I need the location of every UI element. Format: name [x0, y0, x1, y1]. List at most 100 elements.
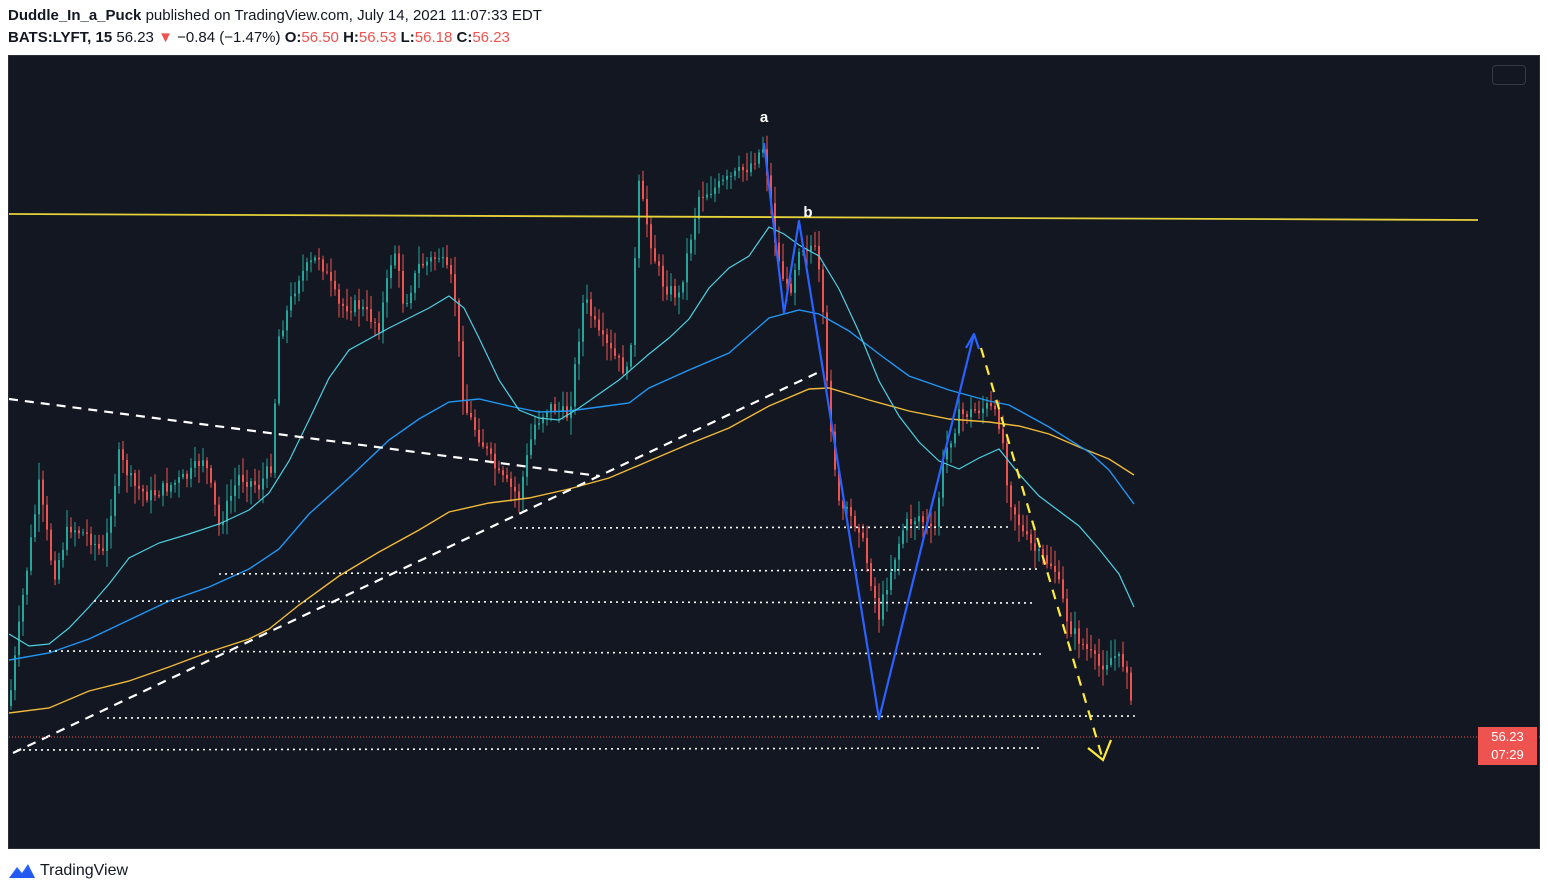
candle-body [186, 473, 188, 479]
candle-body [590, 299, 592, 316]
candle-body [906, 519, 908, 531]
candle-body [798, 251, 800, 270]
candle-body [178, 477, 180, 483]
candle-body [54, 560, 56, 580]
candle-body [326, 271, 328, 273]
chart-canvas[interactable]: a b [9, 56, 1541, 850]
candle-body [670, 286, 672, 295]
candle-body [202, 460, 204, 466]
candle-body [846, 507, 848, 509]
candle-body [350, 311, 352, 313]
candle-body [1062, 579, 1064, 599]
candle-body [794, 270, 796, 293]
candle-body [902, 530, 904, 544]
candle-body [1070, 621, 1072, 634]
candle-body [78, 530, 80, 534]
candle-body [742, 167, 744, 171]
candle-body [434, 257, 436, 259]
candle-body [286, 310, 288, 331]
candle-body [306, 262, 308, 271]
tradingview-logo-icon[interactable] [8, 861, 36, 881]
candle-body [430, 257, 432, 262]
candle-body [274, 403, 276, 473]
candle-body [810, 245, 812, 251]
last-price: 56.23 [116, 29, 154, 46]
candle-body [1002, 429, 1004, 444]
candle-body [82, 532, 84, 534]
candle-body [610, 343, 612, 349]
candle-body [298, 280, 300, 294]
candle-body [366, 306, 368, 310]
candle-body [790, 283, 792, 293]
candle-body [166, 483, 168, 492]
candle-body [898, 543, 900, 560]
candle-body [10, 690, 12, 706]
candle-body [818, 246, 820, 270]
candle-body [50, 529, 52, 561]
candle-body [442, 257, 444, 259]
projection [979, 347, 1113, 762]
candle-body [322, 259, 324, 272]
candle-body [738, 167, 740, 171]
candle-body [238, 474, 240, 486]
candle-body [426, 261, 428, 266]
candle-body [190, 467, 192, 479]
chart-pane[interactable]: a b 56.23 07:29 [8, 55, 1541, 850]
candle-body [574, 364, 576, 407]
candle-body [658, 261, 660, 266]
low-value: 56.18 [414, 29, 453, 46]
candle-body [194, 461, 196, 468]
candle-body [102, 548, 104, 551]
candle-body [910, 519, 912, 525]
candle-body [974, 409, 976, 411]
candle-body [446, 257, 448, 265]
candle-body [710, 194, 712, 195]
chart-settings-button[interactable] [1492, 65, 1526, 85]
candle-body [666, 286, 668, 295]
candle-body [170, 484, 172, 492]
candle-body [954, 433, 956, 444]
candle-body [506, 475, 508, 479]
candle-body [122, 449, 124, 460]
candle-body [114, 486, 116, 516]
footer-brand[interactable]: TradingView [40, 862, 129, 879]
support-level [48, 650, 1043, 655]
candle-body [154, 490, 156, 496]
candle-body [146, 491, 148, 501]
candle-body [1034, 543, 1036, 551]
candle-body [970, 409, 972, 417]
candle-body [262, 478, 264, 490]
candle-body [550, 404, 552, 413]
candle-body [630, 345, 632, 367]
candle-body [614, 348, 616, 356]
ma-slow-line [9, 387, 1135, 714]
wave-zigzag [762, 142, 981, 721]
candle-body [278, 336, 280, 404]
published-text: published on TradingView.com, July 14, 2… [145, 7, 542, 24]
wave-label-b: b [803, 204, 812, 221]
price-tag-price: 56.23 [1491, 729, 1524, 744]
candle-body [562, 406, 564, 411]
footer: TradingView [8, 859, 128, 883]
candle-body [978, 410, 980, 414]
candle-body [918, 516, 920, 522]
candle-body [242, 474, 244, 482]
candle-body [594, 315, 596, 320]
support-level [513, 526, 1012, 529]
candle-body [290, 296, 292, 311]
candle-body [346, 305, 348, 312]
candle-body [454, 274, 456, 301]
ma-mid-line [9, 309, 1135, 661]
candle-body [850, 507, 852, 516]
candle-body [362, 306, 364, 310]
candle-body [158, 495, 160, 497]
candle-body [134, 473, 136, 486]
candle-body [998, 409, 1000, 430]
author-name[interactable]: Duddle_In_a_Puck [8, 7, 142, 24]
candle-body [1110, 658, 1112, 665]
candle-body [406, 303, 408, 305]
candle-body [922, 516, 924, 523]
candle-body [646, 199, 648, 225]
candle-body [946, 447, 948, 460]
candle-body [206, 460, 208, 469]
